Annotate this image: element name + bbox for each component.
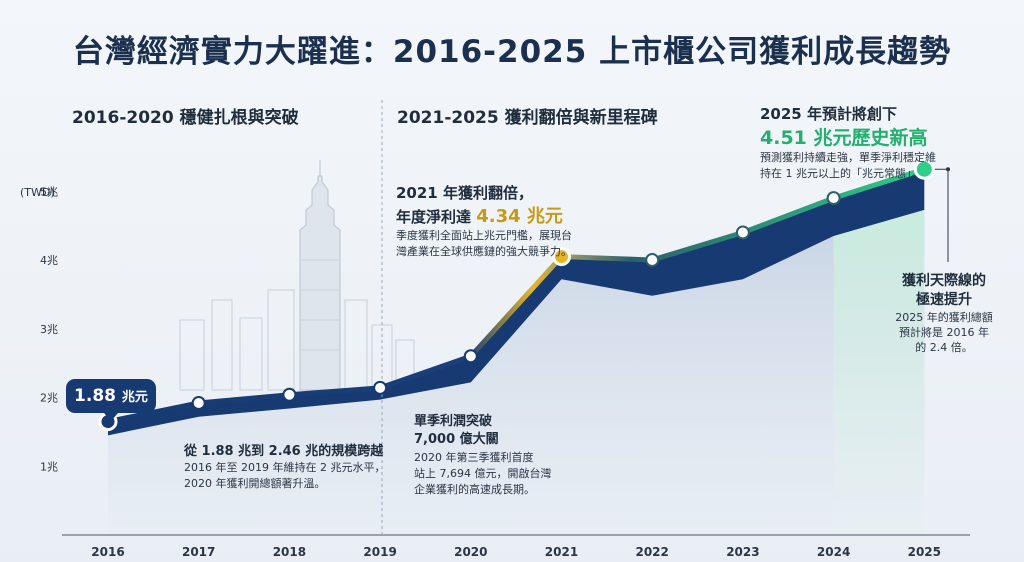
y2021-callout-title-2: 年度淨利達 4.34 兆元 [396,202,563,228]
skyline-illustration [179,160,415,391]
span-callout-body-2: 2020 年獲利開總額著升溫。 [184,477,326,490]
y-tick-label: 2兆 [40,392,58,405]
section-heading-2016-2020: 2016-2020 穩健扎根與突破 [72,108,299,128]
y2021-callout-body-2: 灣產業在全球供應鏈的強大競爭力。 [396,245,572,258]
x-tick-label: 2023 [726,545,759,559]
data-point-2021 [552,247,571,267]
x-tick-label: 2024 [817,545,850,559]
quarter-callout-body-2: 站上 7,694 億元，開啟台灣 [414,467,552,480]
data-point-2024 [826,191,841,206]
data-point-2018 [282,387,297,402]
quarter-callout-title-1: 單季利潤突破 [414,414,493,429]
trend-callout-body-2: 預計將是 2016 年 [899,326,989,339]
section-heading-2021-2025: 2021-2025 獲利翻倍與新里程碑 [397,108,658,128]
quarter-callout-body-3: 企業獲利的高速成長期。 [414,483,535,496]
start-value-unit: 兆元 [121,390,148,405]
span-callout-body-1: 2016 年至 2019 年維持在 2 兆元水平， [184,461,386,474]
page-title: 台灣經濟實力大躍進：2016-2025 上市櫃公司獲利成長趨勢 [72,34,952,70]
x-tick-label: 2025 [908,545,941,559]
y-tick-label: 5兆 [40,185,58,198]
data-point-2023 [735,225,750,240]
start-value-callout: 1.88 兆元 [66,379,156,421]
y2021-callout-title-prefix: 年度淨利達 [396,208,477,226]
y2025-callout-body-2: 持在 1 兆元以上的「兆元常態」。 [760,167,923,180]
x-tick-label: 2022 [635,545,668,559]
trend-callout-body-3: 的 2.4 倍。 [915,341,973,354]
x-tick-label: 2016 [91,545,124,559]
quarter-callout-body-1: 2020 年第三季獲利首度 [414,451,534,464]
data-point-2019 [373,380,388,395]
y2021-callout-body-1: 季度獲利全面站上兆元門檻，展現台 [396,229,572,242]
start-value: 1.88 [74,386,116,406]
y-tick-label: 1兆 [40,460,58,473]
x-tick-label: 2018 [273,545,306,559]
data-point-2017 [191,396,206,410]
x-tick-label: 2020 [454,545,487,559]
chart-axes: (TWD) 1兆 2兆 3兆 4兆 5兆 2016 2017 2018 2019 2020 2021 2… [20,100,970,559]
y2025-callout-title-1: 2025 年預計將創下 [760,105,897,123]
x-tick-label: 2019 [363,545,396,559]
y-axis-label: (TWD) [20,186,55,199]
data-point-2025 [913,158,935,180]
data-point-2020 [463,349,478,364]
trend-leader-dot [946,167,950,172]
trend-callout-body-1: 2025 年的獲利總額 [895,311,993,324]
y-tick-label: 4兆 [40,254,58,267]
trend-callout-title-1: 獲利天際線的 [902,273,986,289]
area-highlight-2025 [833,209,925,535]
x-tick-label: 2021 [545,545,578,559]
x-tick-label: 2017 [182,545,215,559]
area-fill [108,209,925,535]
y2021-callout-value: 4.34 兆元 [476,206,563,227]
profit-line [107,166,926,425]
chart-points [98,158,935,432]
y-tick-label: 3兆 [40,323,58,336]
span-callout-title: 從 1.88 兆到 2.46 兆的規模跨越 [184,444,384,459]
y2025-callout-body-1: 預測獲利持續走強，單季淨利穩定維 [760,151,936,164]
y2021-callout-title-1: 2021 年獲利翻倍， [396,184,533,202]
data-point-2022 [645,253,660,267]
y2025-callout-value: 4.51 兆元歷史新高 [760,127,928,149]
quarter-callout-title-2: 7,000 億大關 [414,432,499,447]
trend-callout-title-2: 極速提升 [916,292,972,308]
